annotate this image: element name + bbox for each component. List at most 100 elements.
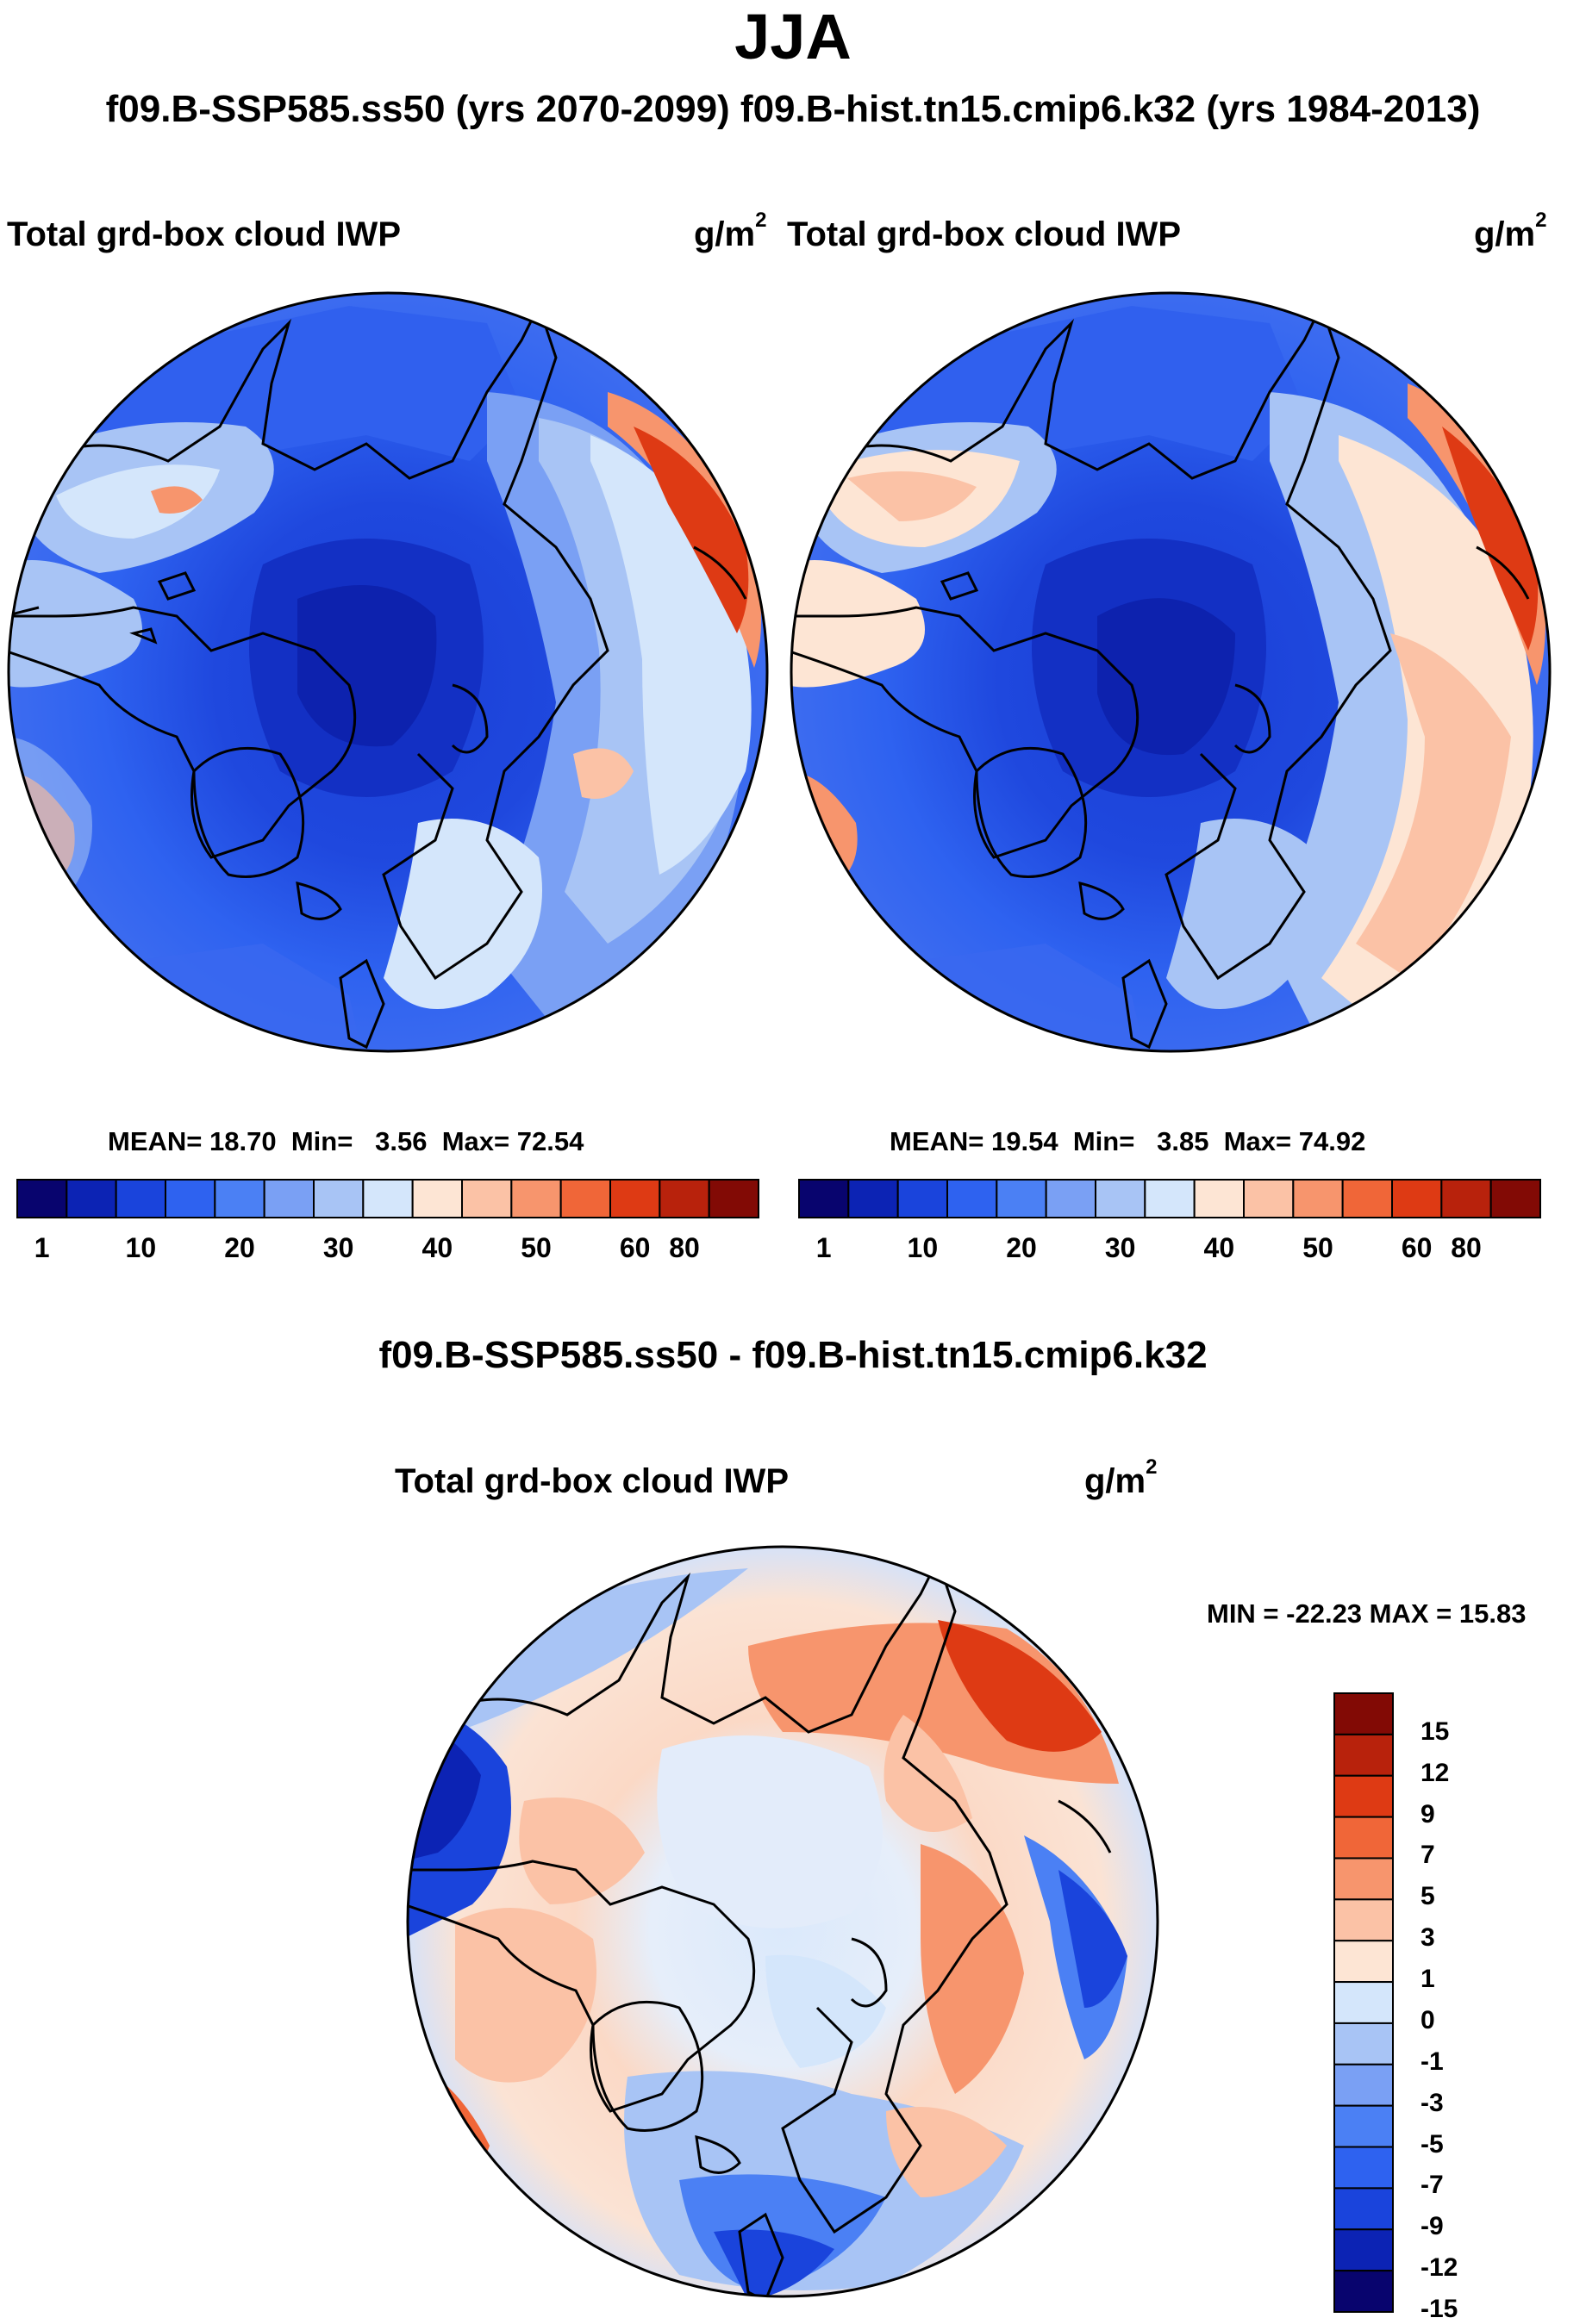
panel2-colorbar-tick-5: 50 bbox=[1302, 1232, 1333, 1263]
panel2-colorbar-tick-7: 80 bbox=[1451, 1232, 1482, 1263]
panel1-colorbar-tick-6: 60 bbox=[619, 1232, 651, 1263]
diff-colorbar-box-1 bbox=[1333, 1733, 1394, 1777]
panel1-colorbar-box-13 bbox=[659, 1179, 710, 1218]
panel2-colorbar-box-10 bbox=[1292, 1179, 1344, 1218]
panel1-colorbar-box-0 bbox=[16, 1179, 68, 1218]
panel2-coastlines bbox=[791, 302, 1530, 1050]
diff-colorbar-label-4: 5 bbox=[1421, 1882, 1435, 1911]
diff-colorbar-box-9 bbox=[1333, 2063, 1394, 2107]
panel1-colorbar-box-1 bbox=[66, 1179, 117, 1218]
panel2-units: g/m2 bbox=[1474, 209, 1547, 253]
diff-colorbar-label-0: 15 bbox=[1421, 1717, 1450, 1746]
diff-colorbar-label-5: 3 bbox=[1421, 1923, 1435, 1953]
panel2-colorbar-box-6 bbox=[1095, 1179, 1146, 1218]
diff-colorbar-label-2: 9 bbox=[1421, 1799, 1435, 1829]
diff-colorbar-label-14: -15 bbox=[1421, 2295, 1458, 2323]
panel2-colorbar-tick-1: 10 bbox=[907, 1232, 939, 1263]
diff-colorbar-box-13 bbox=[1333, 2228, 1394, 2272]
panel1-colorbar-tick-1: 10 bbox=[125, 1232, 157, 1263]
diff-units: g/m2 bbox=[1084, 1455, 1158, 1500]
panel2-colorbar-tick-2: 20 bbox=[1006, 1232, 1037, 1263]
panel2-field-ne-hot bbox=[1442, 427, 1539, 651]
panel2-colorbar-box-4 bbox=[996, 1179, 1047, 1218]
diff-map bbox=[406, 1545, 1159, 2298]
diff-colorbar-box-0 bbox=[1333, 1692, 1394, 1735]
diff-colorbar-label-1: 12 bbox=[1421, 1758, 1450, 1787]
diff-colorbar-label-6: 1 bbox=[1421, 1965, 1435, 1994]
panel1-units: g/m2 bbox=[694, 209, 767, 253]
panel2-colorbar-tick-6: 60 bbox=[1401, 1232, 1433, 1263]
diff-colorbar bbox=[1333, 1692, 1394, 2314]
panel2-colorbar-box-0 bbox=[798, 1179, 850, 1218]
diff-colorbar-box-12 bbox=[1333, 2187, 1394, 2231]
panel1-colorbar-box-11 bbox=[559, 1179, 612, 1218]
diff-coastlines bbox=[408, 1556, 1112, 2296]
panel2-colorbar-box-5 bbox=[1045, 1179, 1096, 1218]
panel1-colorbar-box-12 bbox=[609, 1179, 661, 1218]
panel1-colorbar-tick-5: 50 bbox=[521, 1232, 552, 1263]
panel1-field-pacific-warm bbox=[151, 486, 203, 514]
panel2-colorbar-tick-3: 30 bbox=[1104, 1232, 1136, 1263]
panel2-variable-label: Total grd-box cloud IWP bbox=[787, 215, 1181, 253]
figure-subtitle: f09.B-SSP585.ss50 (yrs 2070-2099) f09.B-… bbox=[105, 88, 1481, 130]
panel2-colorbar-tick-4: 40 bbox=[1203, 1232, 1235, 1263]
panel1-colorbar-ticks: 1 10 20 30 40 50 60 80 bbox=[16, 1232, 762, 1267]
diff-colorbar-box-3 bbox=[1333, 1816, 1394, 1860]
diff-colorbar-box-14 bbox=[1333, 2270, 1394, 2314]
panel2-colorbar-box-1 bbox=[847, 1179, 899, 1218]
diff-colorbar-box-6 bbox=[1333, 1940, 1394, 1984]
panel1-field-westlight bbox=[9, 560, 142, 688]
diff-colorbar-box-4 bbox=[1333, 1857, 1394, 1901]
diff-field-east-warm bbox=[921, 1844, 1024, 2094]
panel1-colorbar-box-3 bbox=[165, 1179, 216, 1218]
panel1-field-pacific-pale bbox=[56, 464, 220, 539]
panel1-colorbar-tick-7: 80 bbox=[669, 1232, 700, 1263]
diff-colorbar-label-7: 0 bbox=[1421, 2005, 1435, 2034]
panel2-colorbar-box-11 bbox=[1341, 1179, 1394, 1218]
panel2-stats: MEAN= 19.54 Min= 3.85 Max= 74.92 bbox=[890, 1126, 1366, 1156]
diff-colorbar-box-5 bbox=[1333, 1898, 1394, 1942]
panel1-colorbar bbox=[16, 1179, 760, 1218]
panel1-field-ne-hot bbox=[634, 427, 749, 633]
diff-colorbar-labels: 15 12 9 7 5 3 1 0 -1 -3 -5 -7 -9 -12 -15 bbox=[1421, 1692, 1507, 2323]
panel1-colorbar-box-7 bbox=[362, 1179, 414, 1218]
panel1-variable-label: Total grd-box cloud IWP bbox=[7, 215, 401, 253]
figure-title: JJA bbox=[734, 1, 852, 72]
diff-colorbar-box-8 bbox=[1333, 2022, 1394, 2065]
panel1-colorbar-tick-4: 40 bbox=[421, 1232, 453, 1263]
diff-colorbar-label-12: -9 bbox=[1421, 2212, 1444, 2241]
panel1-map bbox=[7, 291, 769, 1053]
diff-colorbar-box-7 bbox=[1333, 1981, 1394, 2024]
diff-field-north-cool bbox=[455, 1568, 748, 1732]
diff-colorbar-label-3: 7 bbox=[1421, 1841, 1435, 1870]
diff-title: f09.B-SSP585.ss50 - f09.B-hist.tn15.cmip… bbox=[378, 1334, 1208, 1376]
panel2-colorbar-box-12 bbox=[1391, 1179, 1443, 1218]
panel1-coastlines bbox=[9, 302, 747, 1050]
diff-variable-label: Total grd-box cloud IWP bbox=[395, 1462, 789, 1500]
diff-field-ne-hot bbox=[938, 1620, 1102, 1752]
panel1-stats: MEAN= 18.70 Min= 3.56 Max= 72.54 bbox=[108, 1126, 584, 1156]
diff-colorbar-label-13: -12 bbox=[1421, 2253, 1458, 2283]
diff-colorbar-label-11: -7 bbox=[1421, 2171, 1444, 2200]
panel2-colorbar-tick-0: 1 bbox=[815, 1232, 832, 1263]
panel2-colorbar-box-7 bbox=[1144, 1179, 1196, 1218]
diff-minmax: MIN = -22.23 MAX = 15.83 bbox=[1207, 1598, 1527, 1629]
panel1-colorbar-tick-2: 20 bbox=[224, 1232, 255, 1263]
panel2-colorbar-box-8 bbox=[1193, 1179, 1245, 1218]
panel1-colorbar-tick-3: 30 bbox=[322, 1232, 354, 1263]
panel2-colorbar-box-14 bbox=[1489, 1179, 1542, 1218]
diff-colorbar-box-10 bbox=[1333, 2104, 1394, 2148]
diff-colorbar-box-2 bbox=[1333, 1774, 1394, 1818]
panel1-colorbar-box-9 bbox=[461, 1179, 513, 1218]
panel2-colorbar bbox=[798, 1179, 1542, 1218]
panel2-map bbox=[790, 291, 1552, 1053]
panel1-colorbar-box-8 bbox=[411, 1179, 463, 1218]
panel2-colorbar-ticks: 1 10 20 30 40 50 60 80 bbox=[797, 1232, 1544, 1267]
panel1-colorbar-box-14 bbox=[708, 1179, 760, 1218]
panel1-field-core-deep bbox=[297, 585, 437, 747]
panel1-colorbar-tick-0: 1 bbox=[34, 1232, 50, 1263]
panel1-colorbar-box-5 bbox=[263, 1179, 315, 1218]
diff-colorbar-label-10: -5 bbox=[1421, 2129, 1444, 2159]
panel1-colorbar-box-2 bbox=[115, 1179, 166, 1218]
panel1-colorbar-box-10 bbox=[510, 1179, 562, 1218]
